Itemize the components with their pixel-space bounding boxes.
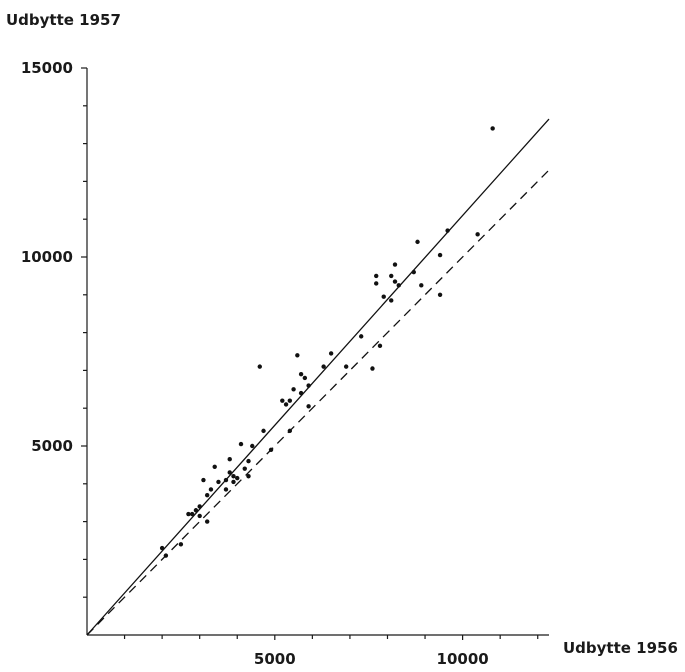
data-point — [261, 428, 266, 434]
data-point — [298, 390, 304, 396]
y-tick-label: 15000 — [21, 59, 73, 77]
x-tick-label: 5000 — [254, 650, 296, 668]
data-point — [291, 387, 296, 392]
data-point — [287, 428, 293, 434]
data-point — [268, 447, 274, 452]
trend-lines — [86, 118, 550, 636]
data-point — [212, 464, 217, 469]
data-point — [208, 487, 214, 492]
data-point — [227, 457, 232, 462]
data-point — [389, 273, 394, 279]
dashed-line — [86, 169, 550, 636]
data-point — [306, 404, 311, 409]
data-point — [389, 298, 394, 303]
data-point — [358, 334, 364, 339]
data-point — [246, 474, 251, 479]
data-point — [216, 479, 221, 485]
data-point — [186, 511, 191, 517]
axes: 5000 10000 5000 10000 15000 — [21, 59, 549, 668]
y-tick-label: 5000 — [31, 437, 73, 455]
x-axis-label: Udbytte 1956 — [563, 639, 678, 657]
data-point — [223, 477, 229, 483]
data-point — [437, 292, 443, 297]
data-point — [377, 343, 383, 349]
data-point — [437, 252, 443, 258]
data-point — [223, 487, 229, 492]
data-point — [343, 364, 349, 369]
data-point — [231, 474, 236, 479]
data-point — [204, 492, 210, 498]
data-point — [242, 466, 247, 471]
y-tick-label: 10000 — [21, 248, 73, 266]
data-point — [374, 273, 379, 279]
data-point — [280, 398, 285, 403]
data-point — [246, 458, 251, 464]
data-point — [257, 364, 262, 369]
solid-line — [86, 118, 550, 636]
data-point — [227, 470, 232, 475]
data-point — [392, 279, 398, 284]
data-point — [197, 513, 202, 519]
data-point — [197, 504, 202, 509]
data-point — [411, 269, 416, 275]
data-point — [178, 542, 184, 547]
data-point — [392, 262, 398, 267]
y-axis-label: Udbytte 1957 — [6, 11, 121, 29]
data-point — [396, 283, 401, 288]
data-point — [321, 364, 326, 369]
data-point — [490, 126, 495, 131]
data-point — [235, 475, 240, 481]
data-point — [306, 383, 311, 388]
data-point — [475, 232, 480, 237]
data-point — [328, 351, 334, 356]
data-point — [298, 371, 304, 377]
data-point — [189, 511, 195, 517]
data-point — [295, 353, 300, 358]
data-point — [283, 402, 289, 407]
data-point — [204, 519, 210, 524]
data-point — [250, 443, 255, 449]
data-point — [374, 281, 379, 286]
data-point — [201, 477, 206, 483]
data-point — [163, 553, 169, 558]
data-point — [287, 398, 293, 403]
data-point — [415, 239, 420, 245]
data-point — [370, 366, 375, 371]
data-point — [302, 375, 308, 381]
data-point — [159, 545, 165, 551]
x-tick-label: 10000 — [437, 650, 489, 668]
data-point — [445, 228, 450, 233]
data-points — [159, 126, 495, 558]
data-point — [238, 441, 244, 447]
data-point — [419, 283, 424, 288]
data-point — [381, 294, 386, 299]
data-point — [231, 479, 236, 485]
data-point — [193, 508, 199, 513]
